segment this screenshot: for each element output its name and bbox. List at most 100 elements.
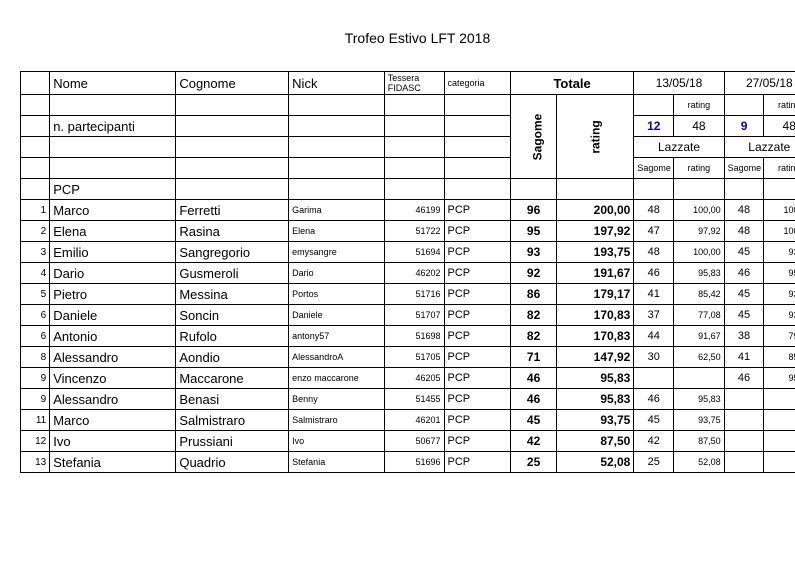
cell-categoria: PCP	[444, 284, 510, 305]
cell-categoria: PCP	[444, 242, 510, 263]
cell-sagome: 92	[510, 263, 556, 284]
cell-d2-rat: 85,42	[764, 347, 795, 368]
cell-nome: Alessandro	[50, 389, 176, 410]
cell-d2-sag	[724, 410, 764, 431]
cell-rating: 95,83	[557, 389, 634, 410]
cell-idx: 11	[21, 410, 50, 431]
cell-d1-rat: 100,00	[674, 200, 724, 221]
cell-d2-rat: 93,75	[764, 305, 795, 326]
cell-d2-sag	[724, 389, 764, 410]
cell-tessera: 51707	[384, 305, 444, 326]
cell-sagome: 71	[510, 347, 556, 368]
cell-cognome: Prussiani	[176, 431, 289, 452]
cell-rating: 147,92	[557, 347, 634, 368]
cell-rating: 193,75	[557, 242, 634, 263]
cell-categoria: PCP	[444, 263, 510, 284]
header-row-5: Sagome rating Sagome rating	[21, 158, 795, 179]
sub-rat1: rating	[674, 158, 724, 179]
cell-categoria: PCP	[444, 221, 510, 242]
cell-d2-sag: 48	[724, 221, 764, 242]
cell-idx: 8	[21, 347, 50, 368]
cell-d1-sag: 47	[634, 221, 674, 242]
cell-nome: Dario	[50, 263, 176, 284]
cell-cognome: Aondio	[176, 347, 289, 368]
cell-idx: 6	[21, 305, 50, 326]
table-row: 13StefaniaQuadrioStefania51696PCP2552,08…	[21, 452, 795, 473]
cell-sagome: 45	[510, 410, 556, 431]
cell-d2-sag: 41	[724, 347, 764, 368]
cell-nome: Marco	[50, 410, 176, 431]
cell-rating: 93,75	[557, 410, 634, 431]
cell-sagome: 25	[510, 452, 556, 473]
cell-nome: Ivo	[50, 431, 176, 452]
cell-idx: 12	[21, 431, 50, 452]
cell-d2-rat: 95,83	[764, 263, 795, 284]
cell-d1-sag: 25	[634, 452, 674, 473]
cell-nick: Stefania	[289, 452, 385, 473]
cell-sagome: 82	[510, 305, 556, 326]
cell-d1-rat: 85,42	[674, 284, 724, 305]
place2: Lazzate	[724, 137, 795, 158]
cell-nome: Elena	[50, 221, 176, 242]
cell-nick: Dario	[289, 263, 385, 284]
cell-d2-rat	[764, 389, 795, 410]
cell-d1-sag: 37	[634, 305, 674, 326]
cell-d1-sag: 48	[634, 200, 674, 221]
cell-categoria: PCP	[444, 347, 510, 368]
cell-cognome: Sangregorio	[176, 242, 289, 263]
cell-tessera: 50677	[384, 431, 444, 452]
table-row: 9AlessandroBenasiBenny51455PCP4695,83469…	[21, 389, 795, 410]
cell-tessera: 51716	[384, 284, 444, 305]
cell-cognome: Gusmeroli	[176, 263, 289, 284]
cell-categoria: PCP	[444, 368, 510, 389]
category-label: PCP	[50, 179, 176, 200]
cell-categoria: PCP	[444, 389, 510, 410]
cell-nome: Emilio	[50, 242, 176, 263]
cell-nick: Salmistraro	[289, 410, 385, 431]
cell-rating: 197,92	[557, 221, 634, 242]
cell-categoria: PCP	[444, 431, 510, 452]
cell-d1-rat	[674, 368, 724, 389]
hdr-rating-vert: rating	[557, 95, 634, 179]
hdr-rating-1: rating	[674, 95, 724, 116]
cell-d1-rat: 95,83	[674, 263, 724, 284]
cell-d1-sag: 46	[634, 389, 674, 410]
cell-d2-rat	[764, 431, 795, 452]
hdr-date2: 27/05/18	[724, 72, 795, 95]
cell-nome: Pietro	[50, 284, 176, 305]
cell-tessera: 46201	[384, 410, 444, 431]
table-row: 5PietroMessinaPortos51716PCP86179,174185…	[21, 284, 795, 305]
cell-d2-rat: 100,00	[764, 200, 795, 221]
cell-idx: 9	[21, 389, 50, 410]
hdr-rating-2: rating	[764, 95, 795, 116]
cell-sagome: 82	[510, 326, 556, 347]
cell-d1-rat: 91,67	[674, 326, 724, 347]
hdr-categoria: categoria	[444, 72, 510, 95]
cell-nome: Vincenzo	[50, 368, 176, 389]
cell-d1-rat: 93,75	[674, 410, 724, 431]
cell-rating: 191,67	[557, 263, 634, 284]
cell-d1-rat: 100,00	[674, 242, 724, 263]
cell-d2-rat: 95,83	[764, 368, 795, 389]
cell-d2-sag: 46	[724, 263, 764, 284]
table-row: 1MarcoFerrettiGarima46199PCP96200,004810…	[21, 200, 795, 221]
cell-rating: 170,83	[557, 305, 634, 326]
cell-tessera: 46199	[384, 200, 444, 221]
cell-idx: 6	[21, 326, 50, 347]
cell-nick: AlessandroA	[289, 347, 385, 368]
cell-sagome: 93	[510, 242, 556, 263]
hdr-npart: n. partecipanti	[50, 116, 176, 137]
sub-sag2: Sagome	[724, 158, 764, 179]
hdr-tessera: TesseraFIDASC	[384, 72, 444, 95]
hdr-nome: Nome	[50, 72, 176, 95]
cell-d2-rat	[764, 452, 795, 473]
page: Trofeo Estivo LFT 2018 Nome Cognome Nick…	[20, 30, 795, 473]
header-row-2: Sagome rating rating rating	[21, 95, 795, 116]
cell-idx: 4	[21, 263, 50, 284]
cell-tessera: 51694	[384, 242, 444, 263]
cell-categoria: PCP	[444, 326, 510, 347]
cell-nick: emysangre	[289, 242, 385, 263]
cell-cognome: Rufolo	[176, 326, 289, 347]
cell-d1-rat: 95,83	[674, 389, 724, 410]
cell-d2-rat	[764, 410, 795, 431]
